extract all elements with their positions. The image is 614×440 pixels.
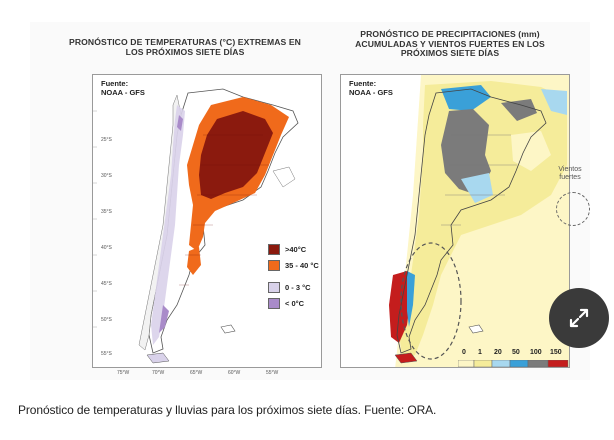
lat-label: 55°S bbox=[101, 351, 112, 357]
precipitation-map-source: Fuente: NOAA - GFS bbox=[347, 79, 395, 97]
lon-label: 55°W bbox=[266, 370, 279, 376]
temperature-map-title: PRONÓSTICO DE TEMPERATURAS (°C) EXTREMAS… bbox=[69, 37, 301, 57]
expand-icon bbox=[569, 308, 589, 328]
legend-item: 35 - 40 °C bbox=[268, 257, 321, 273]
precipitation-scale-labels: 0 1 20 50 100 150 bbox=[462, 349, 582, 359]
scale-label: 150 bbox=[550, 349, 562, 356]
lon-label: 60°W bbox=[228, 370, 241, 376]
temperature-legend: >40°C 35 - 40 °C 0 - 3 °C < 0°C bbox=[268, 241, 321, 311]
legend-item: >40°C bbox=[268, 241, 321, 257]
legend-swatch bbox=[268, 297, 280, 309]
lat-label: 40°S bbox=[101, 245, 112, 251]
precipitation-map: Fuente: NOAA - GFS bbox=[340, 74, 570, 368]
wind-note-line-2: fuertes bbox=[559, 174, 581, 181]
legend-swatch bbox=[268, 243, 280, 255]
lon-label: 75°W bbox=[117, 370, 130, 376]
precipitation-map-graphic bbox=[341, 75, 569, 367]
wind-note: Vientos fuertes bbox=[550, 166, 590, 182]
wind-symbol bbox=[556, 192, 590, 226]
expand-button[interactable] bbox=[549, 288, 609, 348]
source-line-1: Fuente: bbox=[101, 79, 129, 88]
legend-item: < 0°C bbox=[268, 295, 321, 311]
precipitation-map-title: PRONÓSTICO DE PRECIPITACIONES (mm) ACUMU… bbox=[355, 29, 545, 58]
source-line-2: NOAA - GFS bbox=[349, 87, 393, 97]
legend-label: 0 - 3 °C bbox=[285, 282, 311, 292]
lon-label: 65°W bbox=[190, 370, 203, 376]
figure-caption: Pronóstico de temperaturas y lluvias par… bbox=[18, 403, 437, 417]
scale-label: 100 bbox=[530, 349, 542, 356]
forecast-figure: PRONÓSTICO DE TEMPERATURAS (°C) EXTREMAS… bbox=[30, 22, 590, 380]
legend-swatch bbox=[268, 281, 280, 293]
lon-label: 70°W bbox=[152, 370, 165, 376]
temperature-map-source: Fuente: NOAA - GFS bbox=[99, 79, 147, 97]
scale-label: 20 bbox=[494, 349, 502, 356]
temperature-map-graphic bbox=[93, 75, 321, 367]
lat-label: 50°S bbox=[101, 317, 112, 323]
lat-label: 30°S bbox=[101, 173, 112, 179]
legend-item: 0 - 3 °C bbox=[268, 279, 321, 295]
temperature-map: Fuente: NOAA - GFS 25°S 30°S 35°S 40°S 4… bbox=[92, 74, 322, 368]
scale-label: 50 bbox=[512, 349, 520, 356]
legend-label: < 0°C bbox=[285, 298, 305, 308]
legend-label: 35 - 40 °C bbox=[285, 260, 319, 270]
scale-label: 0 bbox=[462, 349, 466, 356]
scale-label: 1 bbox=[478, 349, 482, 356]
lat-label: 45°S bbox=[101, 281, 112, 287]
wind-note-line-1: Vientos bbox=[558, 166, 582, 173]
precipitation-scale-bar bbox=[458, 360, 569, 367]
lat-label: 35°S bbox=[101, 209, 112, 215]
legend-swatch bbox=[268, 259, 280, 271]
source-line-1: Fuente: bbox=[349, 79, 377, 88]
legend-label: >40°C bbox=[285, 244, 307, 254]
source-line-2: NOAA - GFS bbox=[101, 87, 145, 97]
lat-label: 25°S bbox=[101, 137, 112, 143]
